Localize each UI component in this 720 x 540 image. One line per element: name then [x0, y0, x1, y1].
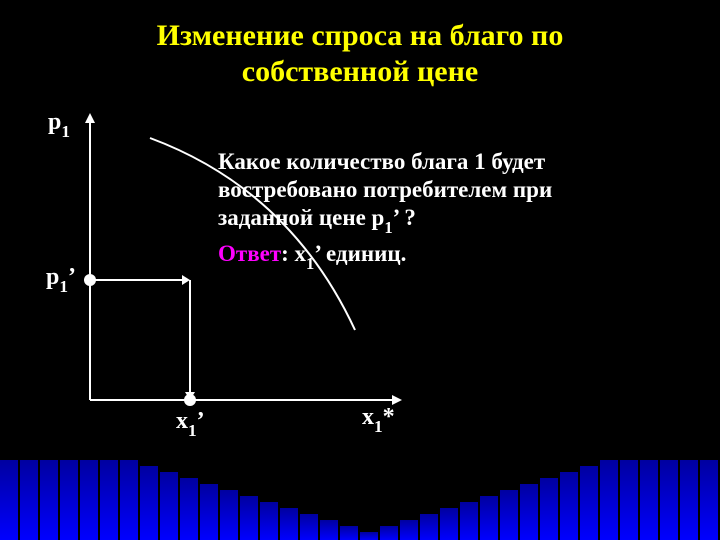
decorative-bar	[180, 478, 198, 540]
decorative-bar	[500, 490, 518, 540]
decorative-bar	[460, 502, 478, 540]
decorative-bar	[600, 460, 618, 540]
decorative-bar	[360, 532, 378, 540]
decorative-bar	[60, 460, 78, 540]
decorative-bar	[160, 472, 178, 540]
slide-stage: Изменение спроса на благо по собственной…	[0, 0, 720, 540]
decorative-bar	[280, 508, 298, 540]
decorative-bar	[580, 466, 598, 540]
decorative-bar	[40, 460, 58, 540]
decorative-bar	[480, 496, 498, 540]
decorative-bar	[540, 478, 558, 540]
decorative-bar	[260, 502, 278, 540]
decorative-bar	[520, 484, 538, 540]
decorative-bar	[140, 466, 158, 540]
decorative-bar	[420, 514, 438, 540]
decorative-bar	[0, 460, 18, 540]
decorative-bar	[340, 526, 358, 540]
decorative-bar	[680, 460, 698, 540]
decorative-bar	[400, 520, 418, 540]
decorative-bar	[560, 472, 578, 540]
decorative-bar	[700, 460, 718, 540]
decorative-bar	[100, 460, 118, 540]
decorative-bars-strip	[0, 460, 720, 540]
decorative-bar	[380, 526, 398, 540]
decorative-bar	[620, 460, 638, 540]
decorative-bar	[440, 508, 458, 540]
decorative-bar	[120, 460, 138, 540]
decorative-bar	[80, 460, 98, 540]
decorative-bar	[240, 496, 258, 540]
decorative-bar	[20, 460, 38, 540]
decorative-bar	[660, 460, 678, 540]
decorative-bar	[640, 460, 658, 540]
chart-svg	[0, 0, 720, 540]
decorative-bar	[320, 520, 338, 540]
decorative-bar	[220, 490, 238, 540]
decorative-bar	[200, 484, 218, 540]
decorative-bar	[300, 514, 318, 540]
